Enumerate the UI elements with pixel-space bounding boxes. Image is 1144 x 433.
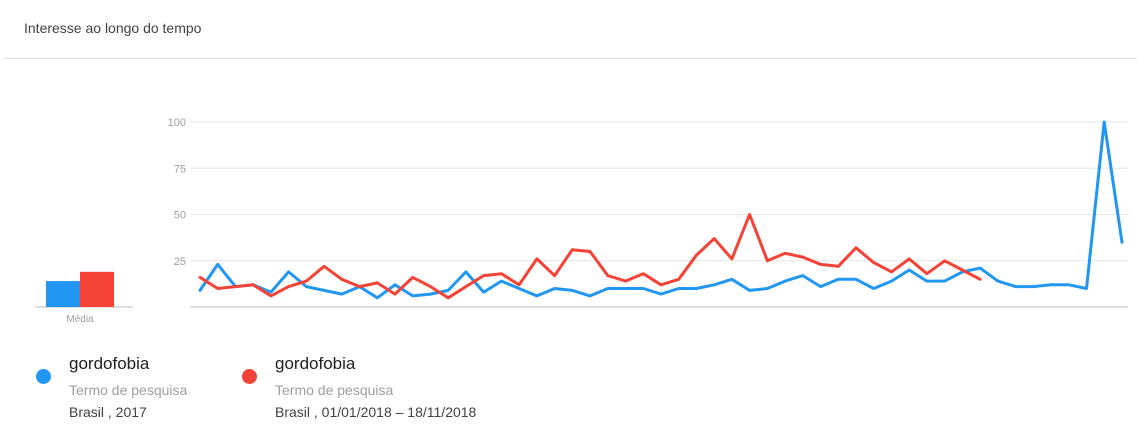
y-tick-label-50: 50 [174, 210, 186, 222]
y-tick-label-25: 25 [174, 256, 186, 268]
average-label: Média [66, 314, 94, 325]
line-chart[interactable]: 25 50 75 100 Média [4, 0, 1137, 340]
series-line-1[interactable] [198, 120, 1124, 300]
y-tick-label-75: 75 [174, 163, 186, 175]
legend-scope: Brasil , 01/01/2018 – 18/11/2018 [275, 404, 477, 420]
series-line-2[interactable] [198, 213, 982, 300]
legend-term: gordofobia [275, 354, 356, 373]
series-1-color-dot [36, 369, 51, 384]
average-bar-series-2[interactable] [80, 271, 114, 307]
legend-type: Termo de pesquisa [275, 382, 394, 398]
legend-term: gordofobia [69, 354, 150, 373]
series-2-color-dot [242, 369, 257, 384]
legend-type: Termo de pesquisa [69, 382, 188, 398]
interest-over-time-card: Interesse ao longo do tempo 25 50 75 100 Méd… [4, 0, 1137, 433]
legend-scope: Brasil , 2017 [69, 404, 147, 420]
card-title: Interesse ao longo do tempo [24, 20, 202, 36]
y-tick-label-100: 100 [168, 117, 186, 129]
card-header: Interesse ao longo do tempo [4, 0, 1137, 59]
average-bar-series-1[interactable] [46, 281, 80, 307]
